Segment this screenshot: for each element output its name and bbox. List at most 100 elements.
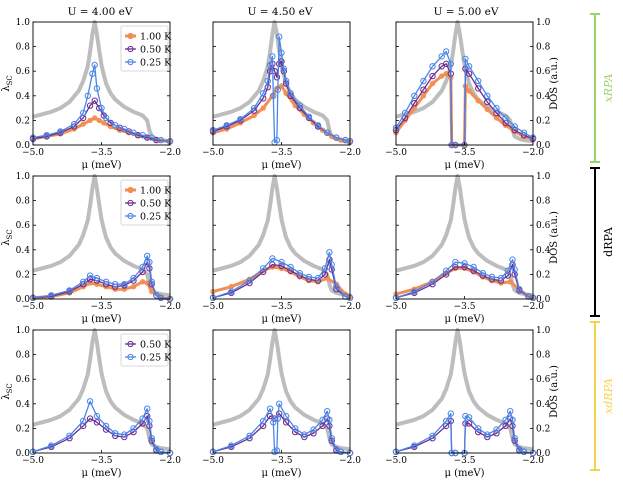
data-point — [484, 92, 491, 100]
data-point — [48, 442, 55, 449]
x-tick-label: −3.5 — [91, 148, 113, 158]
data-point — [282, 419, 290, 426]
dos-axis-label: DOS (a.u.) — [549, 211, 560, 264]
data-point — [443, 271, 450, 278]
dos-tick-label: 1.0 — [536, 326, 551, 336]
y-tick-label: 0.0 — [16, 295, 31, 305]
dos-tick-label: 1.0 — [536, 18, 551, 28]
data-point — [511, 435, 518, 442]
data-point — [269, 255, 276, 262]
data-point — [86, 276, 94, 283]
panel-dRPA-2: −5.0 −3.5 −2.0 μ (meV) — [202, 174, 361, 325]
data-point — [139, 263, 146, 271]
data-point — [102, 114, 110, 122]
data-point — [321, 271, 329, 278]
data-point — [292, 428, 299, 436]
data-point — [148, 134, 155, 141]
data-point — [287, 263, 294, 271]
x-tick-label: −2.0 — [522, 148, 544, 158]
x-axis-label: μ (meV) — [81, 160, 121, 171]
data-point — [411, 442, 418, 449]
data-point — [276, 33, 283, 40]
data-point — [102, 278, 110, 285]
x-tick-label: −5.0 — [22, 302, 44, 312]
data-point — [420, 86, 427, 93]
data-point — [278, 258, 285, 266]
data-point — [89, 70, 96, 77]
data-point — [328, 261, 335, 268]
data-point — [144, 252, 151, 260]
data-point — [305, 273, 313, 281]
legend-label: 0.25 K — [140, 57, 172, 68]
data-point — [246, 432, 253, 439]
dos-tick-label: 0.6 — [536, 375, 551, 385]
series-line — [395, 263, 534, 299]
y-tick-label: 0.6 — [16, 67, 31, 77]
data-point — [462, 55, 469, 63]
data-point — [452, 263, 459, 271]
data-point — [149, 288, 155, 295]
y-tick-label: 0.6 — [16, 375, 31, 385]
data-point — [516, 286, 523, 293]
data-point — [237, 116, 244, 123]
data-point — [80, 121, 86, 127]
data-point — [479, 270, 486, 277]
series-line — [212, 258, 351, 299]
data-point — [146, 258, 153, 266]
data-point — [484, 98, 491, 106]
data-point — [493, 430, 500, 437]
data-point — [511, 127, 518, 134]
data-point — [287, 90, 294, 97]
data-point — [509, 256, 516, 263]
dos-tick-label: 0.4 — [536, 246, 551, 256]
data-point — [87, 117, 93, 124]
data-point — [502, 416, 509, 423]
data-point — [280, 65, 287, 72]
dos-curve — [395, 174, 534, 298]
method-bracket-xdRPA: xdRPA — [590, 321, 615, 471]
dos-tick-label: 0.0 — [536, 449, 551, 459]
data-point — [326, 249, 333, 256]
data-point — [102, 426, 110, 433]
data-point — [324, 408, 331, 415]
data-point — [157, 294, 165, 301]
data-point — [112, 122, 119, 129]
series-line — [32, 400, 171, 454]
data-point — [324, 129, 331, 136]
data-point — [66, 287, 73, 294]
data-point — [511, 123, 518, 130]
data-point — [401, 109, 409, 117]
x-tick-label: −3.5 — [271, 456, 293, 466]
dos-axis-label: DOS (a.u.) — [549, 57, 560, 110]
data-point — [144, 405, 151, 412]
data-point — [260, 105, 266, 111]
data-point — [260, 417, 267, 425]
data-point — [121, 431, 128, 438]
data-point — [246, 277, 253, 284]
data-point — [157, 448, 165, 455]
y-tick-label: 0.2 — [16, 116, 30, 126]
dos-tick-label: 0.8 — [536, 43, 551, 53]
data-point — [310, 426, 317, 433]
data-point — [92, 115, 98, 121]
data-point — [314, 274, 322, 282]
data-point — [305, 113, 313, 120]
series-line — [32, 255, 171, 300]
data-point — [112, 281, 119, 288]
data-point — [337, 448, 345, 455]
data-point — [493, 115, 500, 121]
data-point — [273, 136, 281, 144]
legend-dRPA: 1.00 K 0.50 K 0.25 K — [120, 179, 172, 226]
data-point — [270, 419, 277, 426]
x-tick-label: −2.0 — [159, 302, 181, 312]
series-line — [212, 251, 351, 299]
data-point — [520, 448, 528, 455]
data-point — [411, 92, 418, 100]
data-point — [484, 106, 490, 113]
data-point — [273, 74, 281, 81]
x-tick-label: −3.5 — [91, 456, 113, 466]
x-axis-label: μ (meV) — [261, 160, 301, 171]
data-point — [475, 85, 482, 92]
data-point — [80, 417, 87, 425]
legends: 1.00 K0.50 K0.25 K1.00 K0.50 K0.25 K0.50… — [120, 25, 172, 367]
